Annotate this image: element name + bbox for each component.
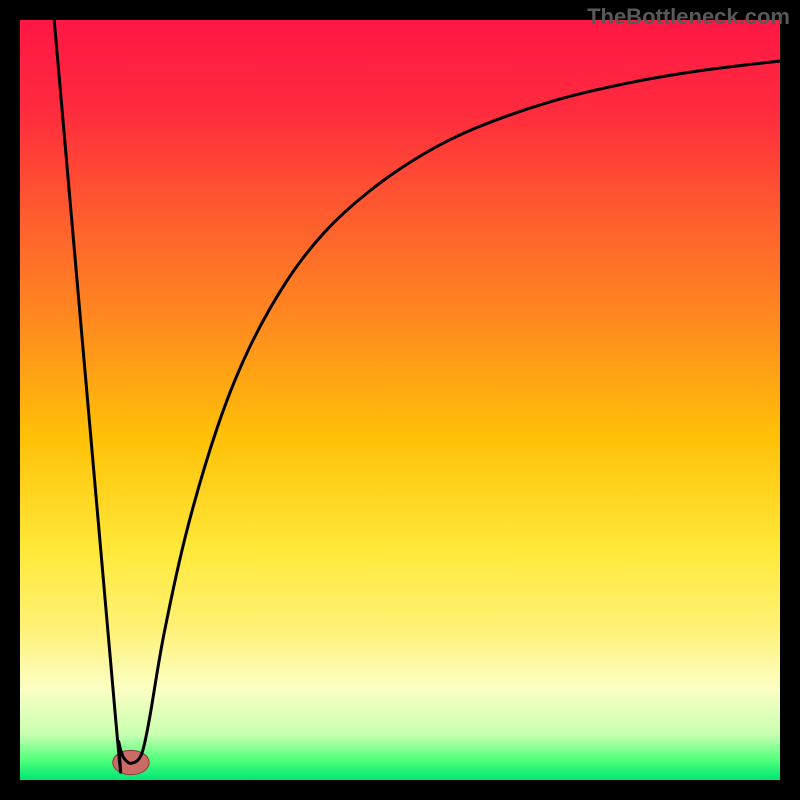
bottleneck-chart: TheBottleneck.com	[0, 0, 800, 800]
plot-background	[20, 20, 780, 780]
chart-svg	[0, 0, 800, 800]
watermark-text: TheBottleneck.com	[587, 4, 790, 30]
